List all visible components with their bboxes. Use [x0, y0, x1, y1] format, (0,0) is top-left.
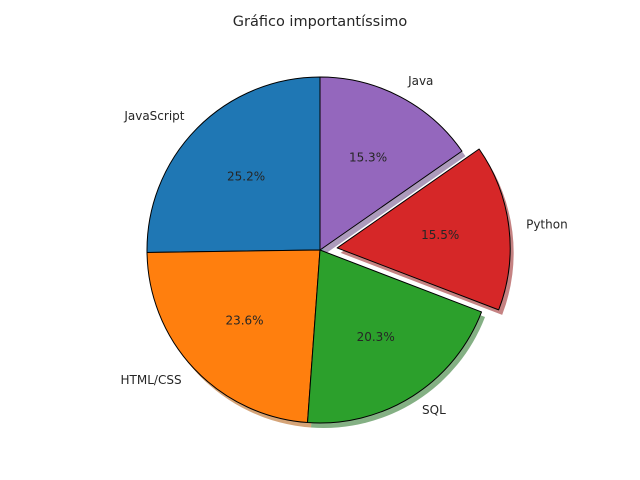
slice-label-html-css: HTML/CSS	[121, 373, 182, 387]
slice-label-sql: SQL	[422, 403, 446, 417]
slice-label-java: Java	[407, 74, 433, 88]
slice-percent-html-css: 23.6%	[225, 314, 263, 328]
label-layer: JavaScript 25.2% HTML/CSS 23.6% SQL 20.3% Pyth…	[121, 74, 568, 417]
slice-percent-python: 15.5%	[421, 228, 459, 242]
slice-percent-javascript: 25.2%	[227, 170, 265, 184]
pie-slice-html-css	[146, 249, 321, 424]
slice-label-javascript: JavaScript	[123, 109, 184, 123]
pie-slice-javascript	[146, 76, 321, 253]
pie-slice-python	[336, 148, 511, 311]
pie-slice-java	[319, 76, 463, 251]
slice-label-python: Python	[526, 217, 568, 231]
chart-title: Gráfico importantíssimo	[233, 14, 408, 30]
slice-percent-java: 15.3%	[349, 150, 387, 164]
slice-layer	[146, 76, 511, 424]
slice-percent-sql: 20.3%	[357, 330, 395, 344]
pie-slice-sql	[307, 249, 483, 424]
